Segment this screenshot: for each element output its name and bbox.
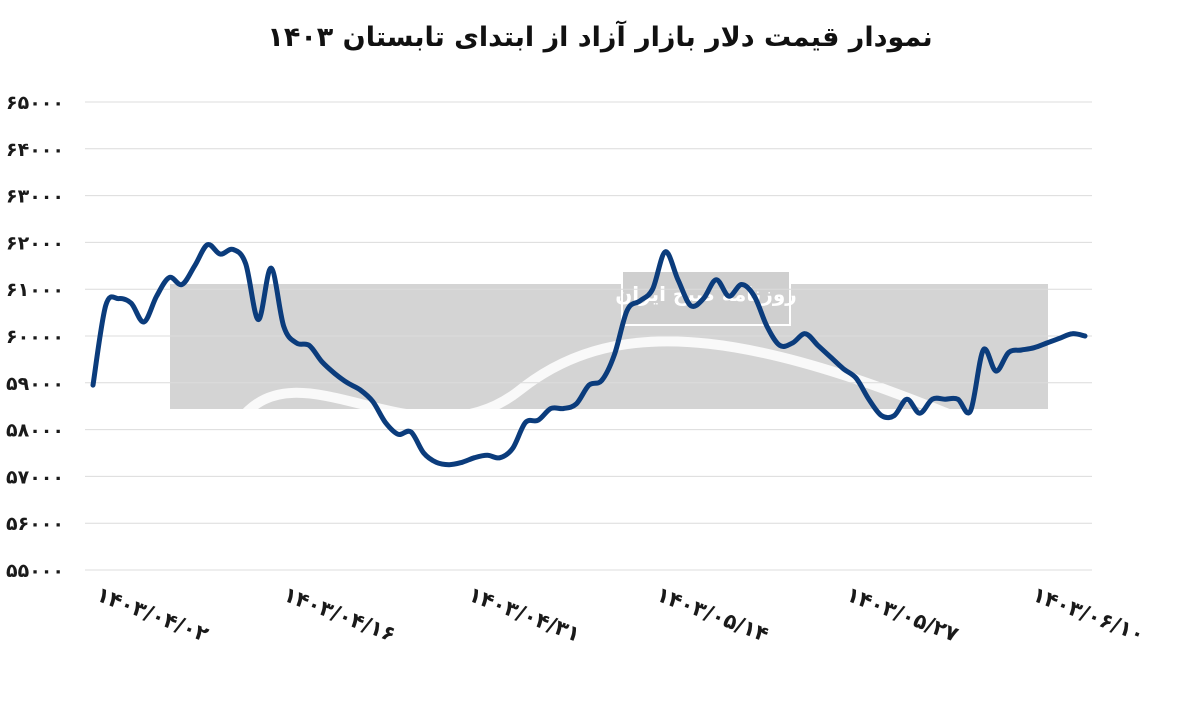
x-tick-label: ۱۴۰۳/۰۵/۲۷ bbox=[843, 582, 962, 647]
y-tick-label: ۶۱۰۰۰ bbox=[6, 279, 64, 301]
chart-title: نمودار قیمت دلار بازار آزاد از ابتدای تا… bbox=[267, 22, 933, 53]
watermark: روزنامه صبح ایران bbox=[170, 270, 1048, 445]
y-tick-label: ۵۹۰۰۰ bbox=[6, 373, 64, 395]
x-tick-label: ۱۴۰۳/۰۵/۱۴ bbox=[653, 582, 772, 647]
x-tick-label: ۱۴۰۳/۰۴/۰۲ bbox=[93, 582, 212, 647]
y-tick-label: ۶۰۰۰۰ bbox=[6, 326, 64, 348]
y-tick-label: ۵۵۰۰۰ bbox=[6, 560, 64, 582]
x-tick-label: ۱۴۰۳/۰۴/۳۱ bbox=[465, 582, 584, 647]
x-axis: ۱۴۰۳/۰۴/۰۲ ۱۴۰۳/۰۴/۱۶ ۱۴۰۳/۰۴/۳۱ ۱۴۰۳/۰۵/۱۴… bbox=[93, 582, 1148, 647]
x-tick-label: ۱۴۰۳/۰۶/۱۰ bbox=[1029, 582, 1148, 647]
y-tick-label: ۵۷۰۰۰ bbox=[6, 466, 64, 488]
series-line bbox=[90, 242, 1088, 468]
y-tick-label: ۶۲۰۰۰ bbox=[6, 232, 64, 254]
y-axis: ۶۵۰۰۰ ۶۴۰۰۰ ۶۳۰۰۰ ۶۲۰۰۰ ۶۱۰۰۰ ۶۰۰۰۰ ۵۹۰۰۰ ۵۸۰۰۰… bbox=[6, 92, 64, 582]
y-tick-label: ۵۶۰۰۰ bbox=[6, 513, 64, 535]
y-tick-label: ۶۳۰۰۰ bbox=[6, 186, 64, 208]
y-tick-label: ۶۴۰۰۰ bbox=[6, 139, 64, 161]
y-tick-label: ۵۸۰۰۰ bbox=[6, 420, 64, 442]
watermark-logo-stroke bbox=[236, 336, 1013, 445]
y-tick-label: ۶۵۰۰۰ bbox=[6, 92, 64, 114]
series bbox=[90, 242, 1088, 468]
grid bbox=[85, 101, 1092, 571]
x-tick-label: ۱۴۰۳/۰۴/۱۶ bbox=[280, 582, 399, 647]
